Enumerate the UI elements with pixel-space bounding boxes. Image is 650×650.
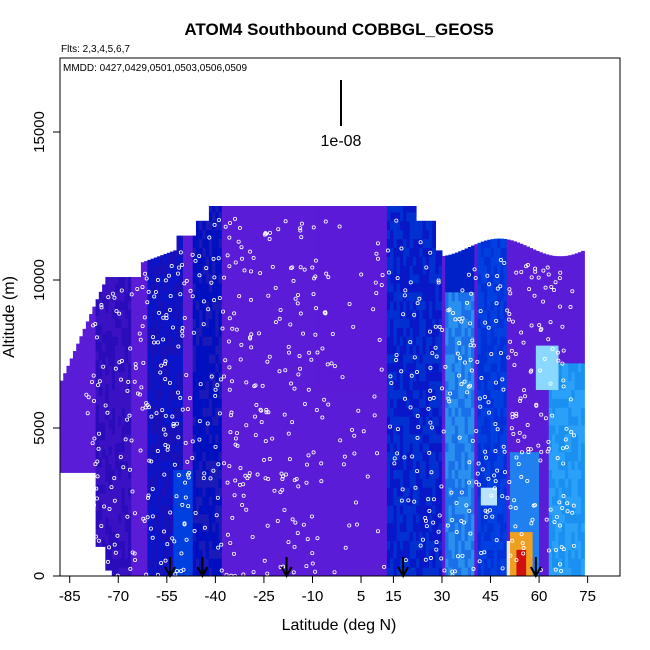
chart-title: ATOM4 Southbound COBBGL_GEOS5 xyxy=(184,20,493,39)
x-tick-label: -70 xyxy=(107,588,129,605)
x-tick-label: 15 xyxy=(385,588,402,605)
x-tick-label: 60 xyxy=(531,588,548,605)
y-axis-label: Altitude (m) xyxy=(1,276,18,358)
profile-arrow xyxy=(529,557,542,579)
x-axis: -85 -70 -55 -40 -25 -10 5 15 30 45 60 75 xyxy=(59,576,596,605)
dates-note: MMDD: 0427,0429,0501,0503,0506,0509 xyxy=(63,63,247,74)
profile-arrow xyxy=(397,557,409,579)
heatmap-field xyxy=(60,206,585,576)
x-axis-label: Latitude (deg N) xyxy=(282,617,397,634)
x-tick-label: 5 xyxy=(357,588,365,605)
y-tick-label: 0 xyxy=(31,572,48,580)
x-tick-label: -55 xyxy=(156,588,178,605)
x-tick-label: -25 xyxy=(253,588,275,605)
x-tick-label: 30 xyxy=(434,588,451,605)
y-tick-label: 15000 xyxy=(31,111,48,153)
y-tick-label: 10000 xyxy=(31,259,48,301)
profile-arrow xyxy=(164,557,176,579)
x-tick-label: -10 xyxy=(302,588,324,605)
x-tick-label: -40 xyxy=(205,588,227,605)
profile-arrow xyxy=(196,557,209,579)
y-axis: 0 5000 10000 15000 xyxy=(31,111,60,580)
plot-frame xyxy=(59,57,621,577)
profile-arrow xyxy=(280,557,293,579)
y-tick-label: 5000 xyxy=(31,411,48,444)
x-tick-label: 45 xyxy=(482,588,499,605)
profile-arrows xyxy=(164,557,542,579)
x-tick-label: 75 xyxy=(579,588,596,605)
scale-bar-label: 1e-08 xyxy=(321,133,362,150)
sample-points xyxy=(84,216,577,576)
x-tick-label: -85 xyxy=(59,588,81,605)
flights-note: Flts: 2,3,4,5,6,7 xyxy=(61,44,130,55)
